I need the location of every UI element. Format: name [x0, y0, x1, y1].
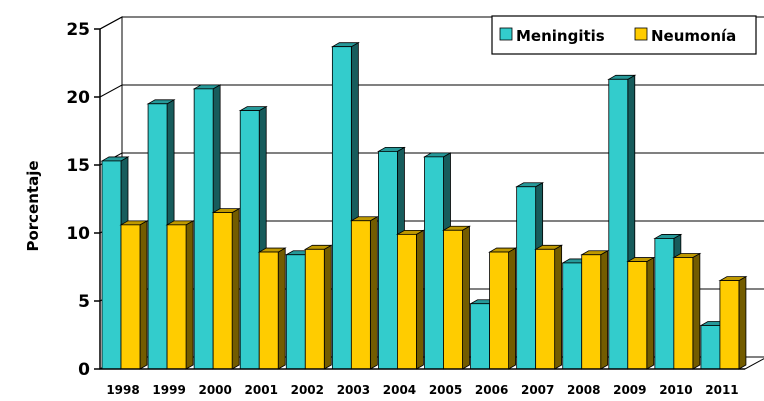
x-category-label: 2000	[198, 383, 231, 397]
bar-front	[350, 220, 371, 370]
bar-front	[700, 325, 721, 370]
bar-front	[193, 88, 214, 370]
bar-front	[258, 251, 279, 370]
bar-front	[654, 238, 675, 370]
y-tick-labels: 0 5 10 15 20 25	[66, 20, 90, 380]
bar-side	[185, 220, 194, 370]
bar-front	[470, 303, 490, 370]
bar-side	[369, 216, 378, 370]
x-category-label: 2010	[659, 383, 692, 397]
bar-front	[719, 280, 740, 370]
bars	[100, 41, 748, 370]
y-tick-label: 5	[78, 292, 90, 312]
bar-neumona-2010	[672, 252, 702, 370]
bar-front	[239, 110, 260, 370]
bar-neumona-2009	[626, 256, 656, 370]
bar-side	[646, 256, 655, 370]
bar-neumona-2003	[349, 216, 379, 370]
bar-side	[508, 247, 516, 370]
bar-side	[231, 207, 240, 370]
x-category-label: 2003	[337, 383, 370, 397]
x-category-label: 2011	[705, 383, 738, 397]
bar-front	[147, 103, 168, 370]
bar-front	[397, 233, 417, 370]
bar-front	[101, 160, 122, 370]
bar-side	[139, 220, 148, 370]
bar-front	[516, 186, 537, 370]
bar-side	[323, 244, 332, 370]
bar-neumona-1999	[165, 220, 195, 370]
bar-front	[166, 224, 187, 370]
bar-front	[304, 248, 325, 370]
x-category-label: 2007	[521, 383, 554, 397]
bar-front	[443, 229, 463, 370]
bar-front	[120, 224, 141, 370]
bar-neumona-2011	[718, 275, 748, 370]
bar-side	[600, 250, 609, 370]
x-category-labels: 1998 1999 2000 2001 2002 2003 2004 2005 2006 2007…	[106, 383, 738, 397]
bar-front	[627, 261, 648, 370]
bar-neumona-1998	[119, 220, 149, 370]
bar-neumona-2000	[211, 207, 241, 370]
bar-neumona-2006	[488, 247, 518, 370]
x-category-label: 1998	[106, 383, 139, 397]
bar-front	[489, 251, 509, 370]
bar-side	[692, 252, 701, 370]
legend-box	[491, 15, 757, 55]
bar-front	[331, 46, 352, 370]
x-category-label: 2004	[383, 383, 416, 397]
bar-front	[212, 212, 233, 370]
legend: Meningitis Neumonía	[491, 15, 757, 55]
bar-side	[554, 244, 563, 370]
y-tick-label: 10	[66, 224, 90, 244]
bar-neumona-2007	[534, 244, 564, 370]
axes	[94, 28, 745, 370]
bar-neumona-2004	[395, 229, 425, 370]
legend-swatch-neumonia	[634, 27, 648, 41]
y-tick-label: 25	[66, 20, 90, 40]
x-category-label: 2008	[567, 383, 600, 397]
x-category-label: 2006	[475, 383, 508, 397]
bar-front	[378, 150, 398, 370]
x-category-label: 2002	[291, 383, 324, 397]
y-tick-label: 20	[66, 88, 90, 108]
bar-front	[673, 257, 694, 370]
y-tick-label: 0	[78, 360, 90, 380]
bar-neumona-2008	[580, 250, 610, 370]
bar-front	[535, 248, 556, 370]
bar-front	[562, 262, 583, 370]
x-category-label: 2009	[613, 383, 646, 397]
gridline	[99, 84, 764, 98]
bar-front	[608, 78, 629, 370]
bar-neumona-2005	[441, 225, 472, 370]
bar-side	[462, 225, 470, 370]
bar-neumona-2002	[303, 244, 333, 370]
x-category-label: 2001	[245, 383, 278, 397]
x-category-label: 1999	[152, 383, 185, 397]
bar-front	[285, 254, 306, 370]
bar-neumona-2001	[257, 247, 287, 370]
bar-side	[416, 229, 424, 370]
bar-side	[277, 247, 286, 370]
legend-label-neumonia: Neumonía	[651, 27, 736, 45]
bar-front	[581, 254, 602, 370]
legend-label-meningitis: Meningitis	[516, 27, 605, 45]
x-category-label: 2005	[429, 383, 462, 397]
legend-swatch-meningitis	[499, 27, 513, 41]
bar-side	[738, 275, 747, 370]
bar-front	[424, 156, 444, 370]
y-tick-label: 15	[66, 156, 90, 176]
y-axis-label: Porcentaje	[24, 160, 42, 251]
